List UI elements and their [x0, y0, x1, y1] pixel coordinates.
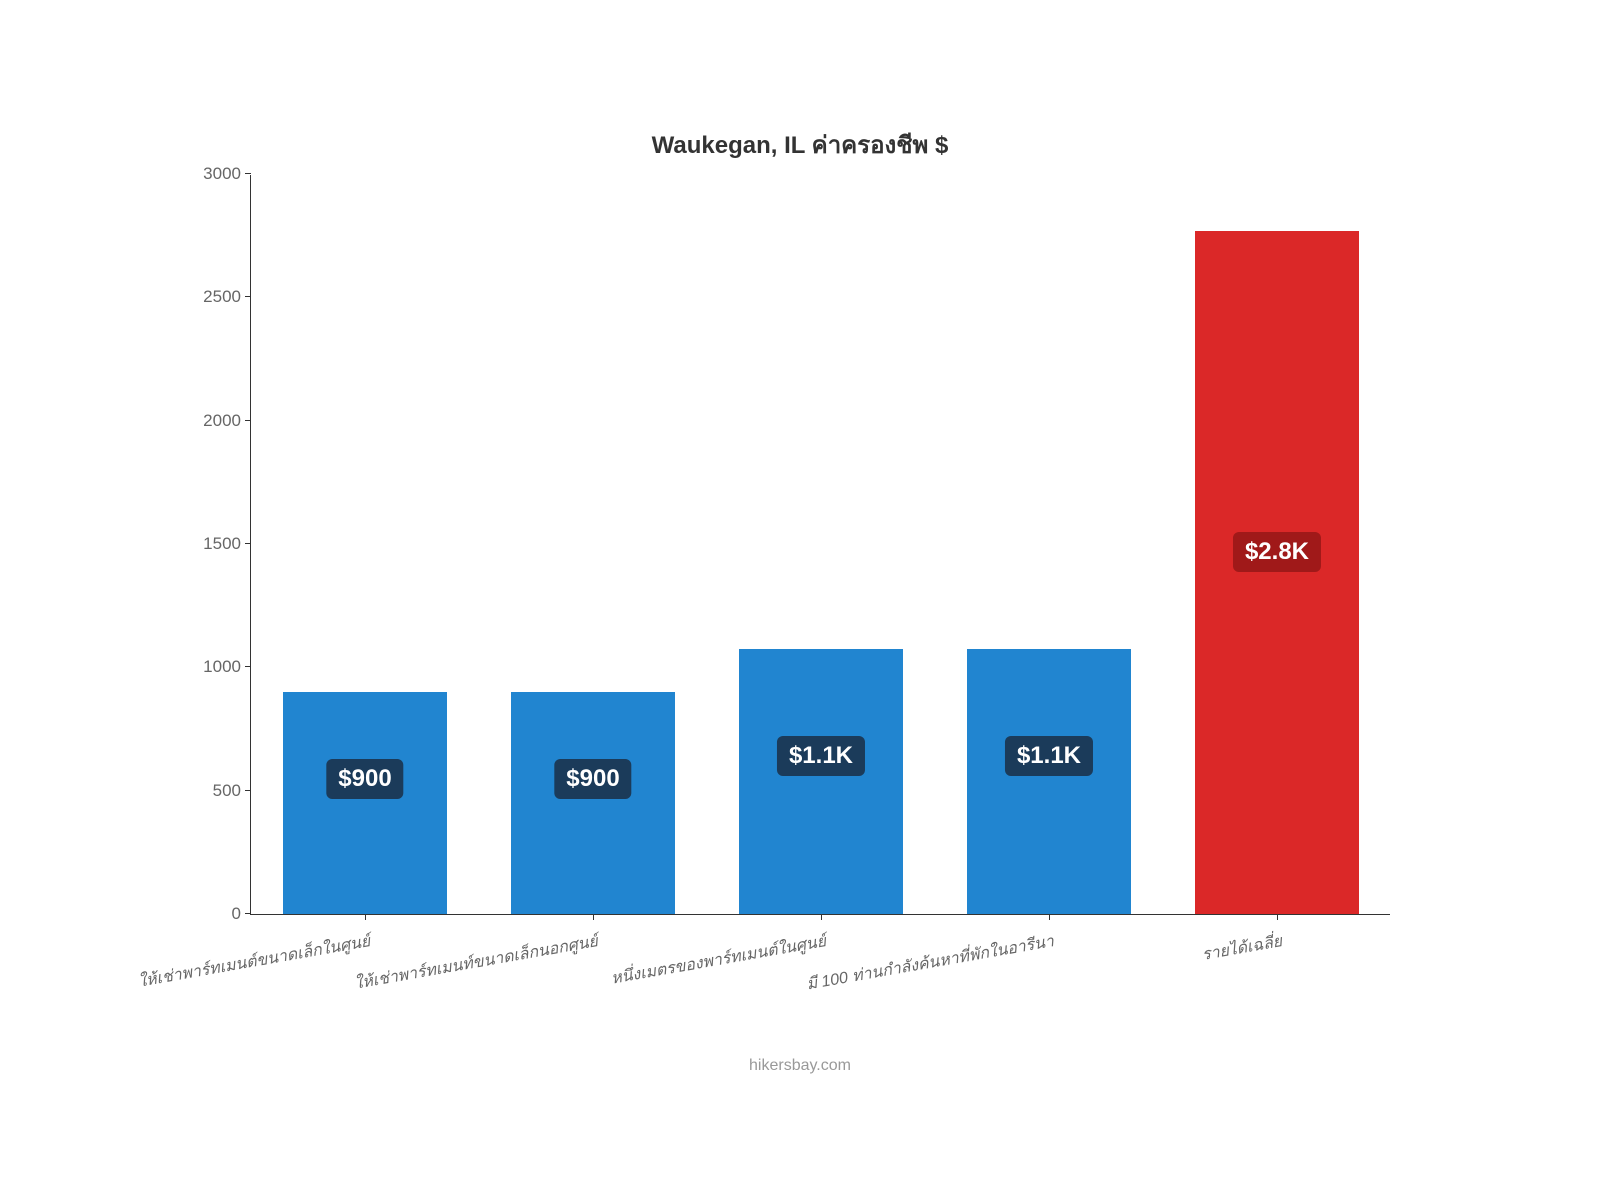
y-tick-label: 2000 — [191, 411, 241, 431]
y-tick-label: 2500 — [191, 287, 241, 307]
y-tick-label: 500 — [191, 781, 241, 801]
x-category-label: หนึ่งเมตรของพาร์ทเมนต์ในศูนย์ — [609, 929, 828, 991]
x-category-label: มี 100 ท่านกำลังค้นหาที่พักในอารีนา — [805, 929, 1056, 997]
y-tick-label: 1000 — [191, 657, 241, 677]
x-category-label: รายได้เฉลี่ย — [1200, 929, 1284, 968]
y-tick-mark — [245, 790, 251, 791]
x-tick-mark — [593, 914, 594, 920]
plot-area: 050010001500200025003000$900ให้เช่าพาร์ท… — [250, 175, 1390, 915]
y-tick-label: 0 — [191, 904, 241, 924]
x-tick-mark — [1049, 914, 1050, 920]
bar: $900 — [283, 692, 447, 914]
bar: $1.1K — [739, 649, 903, 914]
x-tick-mark — [821, 914, 822, 920]
bar-value-label: $1.1K — [777, 736, 865, 776]
x-category-label: ให้เช่าพาร์ทเมนท์ขนาดเล็กนอกศูนย์ — [353, 929, 600, 996]
y-tick-label: 3000 — [191, 164, 241, 184]
bar-value-label: $900 — [554, 759, 631, 799]
y-tick-mark — [245, 543, 251, 544]
attribution-text: hikersbay.com — [170, 1057, 1430, 1075]
bar: $2.8K — [1195, 231, 1359, 914]
x-tick-mark — [1277, 914, 1278, 920]
bar: $900 — [511, 692, 675, 914]
y-tick-label: 1500 — [191, 534, 241, 554]
y-tick-mark — [245, 173, 251, 174]
y-tick-mark — [245, 913, 251, 914]
y-tick-mark — [245, 420, 251, 421]
bar-chart: Waukegan, IL ค่าครองชีพ $ 05001000150020… — [170, 125, 1430, 1075]
y-tick-mark — [245, 666, 251, 667]
x-tick-mark — [365, 914, 366, 920]
x-category-label: ให้เช่าพาร์ทเมนต์ขนาดเล็กในศูนย์ — [136, 929, 372, 994]
bar: $1.1K — [967, 649, 1131, 914]
y-tick-mark — [245, 296, 251, 297]
bar-value-label: $900 — [326, 759, 403, 799]
bar-value-label: $1.1K — [1005, 736, 1093, 776]
chart-title: Waukegan, IL ค่าครองชีพ $ — [170, 125, 1430, 164]
bar-value-label: $2.8K — [1233, 532, 1321, 572]
